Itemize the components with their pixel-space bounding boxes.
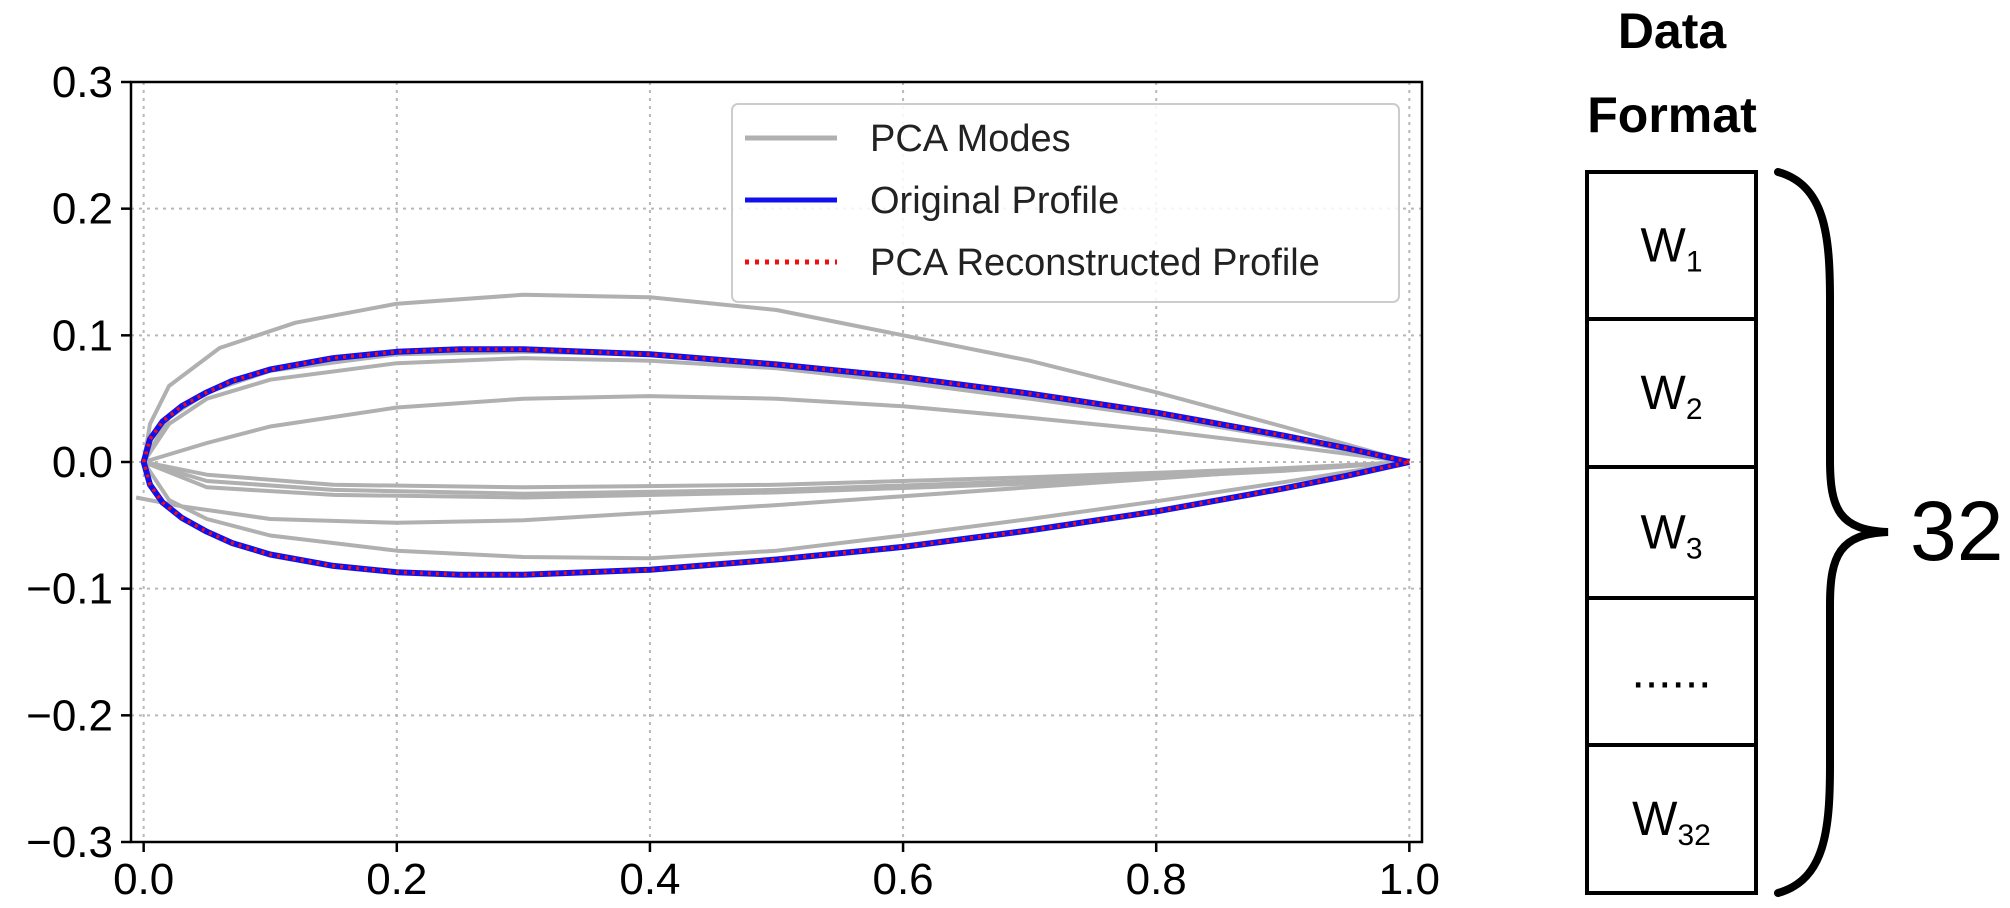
series-pca-modes-curve-7	[135, 460, 1410, 525]
data-format-panel: Data Format W1 W2 W3...... W32 32	[1585, 3, 2003, 897]
data-format-title-line1: Data	[1618, 3, 1728, 59]
data-format-cell-label: W2	[1641, 367, 1703, 426]
data-format-cell	[1585, 170, 1758, 321]
series-pca-modes-curve-8	[142, 460, 1410, 561]
x-tick-label: 0.0	[113, 855, 174, 904]
data-format-cell	[1585, 317, 1758, 469]
data-format-cells: W1 W2 W3...... W32	[1585, 170, 1758, 895]
legend-label-pca-modes: PCA Modes	[870, 118, 1071, 160]
data-format-cell-label: W32	[1632, 793, 1711, 852]
data-format-cell-label: W3	[1641, 507, 1703, 566]
series-pca-modes-curve-3	[143, 394, 1410, 464]
series-pca-modes-curve-5	[143, 460, 1410, 490]
data-format-cell	[1585, 743, 1758, 895]
series-pca-modes-curve-4	[143, 460, 1410, 496]
grid-lines	[131, 81, 1422, 843]
legend-label-original: Original Profile	[870, 180, 1119, 222]
x-tick-label: 1.0	[1379, 855, 1440, 904]
data-format-cell-label: ......	[1631, 646, 1711, 699]
y-tick-label: 0.0	[52, 438, 113, 487]
plot-curves	[135, 292, 1410, 578]
series-pca-modes-curve-0	[141, 292, 1410, 464]
series-pca-modes-curve-2	[142, 356, 1410, 464]
data-format-title-line2: Format	[1587, 87, 1757, 143]
x-tick-label: 0.6	[872, 855, 933, 904]
y-tick-label: 0.2	[52, 185, 113, 234]
legend: PCA Modes Original Profile PCA Reconstru…	[731, 103, 1400, 303]
y-tick-label: −0.2	[26, 691, 113, 740]
legend-box	[731, 103, 1400, 303]
y-tick-label: −0.3	[26, 818, 113, 867]
data-format-cell	[1585, 465, 1758, 600]
curly-brace	[1774, 168, 1889, 897]
data-format-cell	[1585, 596, 1758, 747]
y-tick-label: 0.3	[52, 58, 113, 107]
y-tick-label: 0.1	[52, 311, 113, 360]
series-pca-reconstructed-profile-curve-0	[141, 347, 1410, 577]
axis-ticks: 0.0 0.2 0.4 0.6 0.8 1.0 0.3 0.2 0.1 0.0 −0.1 −0.2 −0…	[26, 58, 1440, 904]
y-tick-label: −0.1	[26, 565, 113, 614]
x-tick-label: 0.4	[619, 855, 680, 904]
airfoil-plot: 0.0 0.2 0.4 0.6 0.8 1.0 0.3 0.2 0.1 0.0 −0.1 −0.2 −0…	[26, 58, 1440, 904]
x-tick-label: 0.2	[366, 855, 427, 904]
brace-count-label: 32	[1910, 484, 2003, 578]
legend-label-reconstructed: PCA Reconstructed Profile	[870, 242, 1320, 284]
x-tick-label: 0.8	[1126, 855, 1187, 904]
data-format-cell-label: W1	[1641, 220, 1703, 279]
